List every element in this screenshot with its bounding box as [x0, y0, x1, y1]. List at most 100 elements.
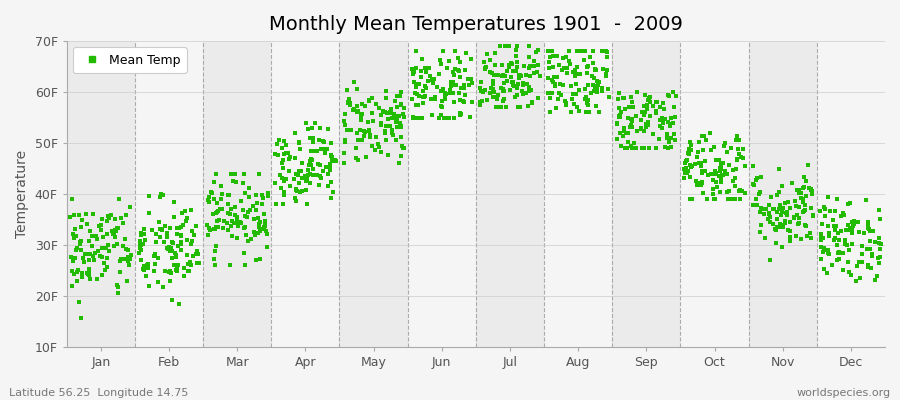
Point: [109, 228, 123, 234]
Point: [134, 247, 148, 254]
Point: [451, 54, 465, 61]
Point: [249, 192, 264, 198]
Point: [406, 71, 420, 77]
Point: [508, 68, 523, 74]
Point: [584, 90, 598, 96]
Point: [861, 264, 876, 270]
Point: [365, 117, 380, 124]
Point: [409, 65, 423, 71]
Point: [831, 230, 845, 237]
Point: [818, 212, 832, 219]
Point: [222, 211, 237, 217]
Point: [346, 105, 361, 112]
Point: [510, 104, 525, 110]
Point: [698, 158, 712, 164]
Point: [175, 233, 189, 239]
Point: [726, 167, 741, 174]
Point: [551, 95, 565, 102]
Point: [625, 124, 639, 130]
Point: [74, 238, 88, 244]
Point: [202, 194, 217, 200]
Point: [821, 250, 835, 256]
Point: [860, 246, 875, 252]
Point: [834, 212, 849, 219]
Point: [200, 222, 214, 228]
Point: [555, 67, 570, 73]
Point: [576, 48, 590, 54]
Point: [390, 93, 404, 99]
Point: [165, 239, 179, 245]
Point: [312, 162, 327, 168]
Point: [416, 94, 430, 100]
Point: [527, 58, 542, 64]
Point: [797, 207, 812, 213]
Point: [824, 208, 838, 214]
Point: [569, 81, 583, 88]
Point: [230, 234, 244, 241]
Point: [669, 93, 683, 99]
Point: [380, 110, 394, 116]
Point: [160, 244, 175, 251]
Point: [639, 123, 653, 130]
Point: [732, 188, 746, 194]
Point: [590, 89, 605, 95]
Point: [586, 48, 600, 54]
Point: [171, 262, 185, 268]
Point: [292, 168, 306, 174]
Point: [204, 189, 219, 195]
Point: [842, 225, 857, 231]
Point: [492, 104, 507, 110]
Point: [288, 195, 302, 201]
Point: [323, 164, 338, 170]
Point: [685, 196, 699, 202]
Point: [750, 202, 764, 209]
Point: [488, 62, 502, 68]
Point: [121, 247, 135, 253]
Point: [643, 94, 657, 100]
Point: [716, 160, 730, 166]
Point: [648, 98, 662, 105]
Point: [313, 173, 328, 179]
Point: [556, 82, 571, 88]
Point: [852, 275, 867, 281]
Point: [626, 116, 640, 122]
Point: [320, 146, 334, 152]
Point: [409, 48, 423, 54]
Point: [225, 233, 239, 239]
Point: [501, 61, 516, 68]
Point: [574, 48, 589, 54]
Point: [119, 246, 133, 252]
Point: [252, 218, 266, 225]
Point: [292, 140, 306, 147]
Point: [658, 115, 672, 122]
Point: [260, 190, 274, 196]
Point: [494, 104, 508, 110]
Point: [792, 204, 806, 210]
Point: [292, 146, 307, 152]
Point: [572, 48, 587, 54]
Point: [828, 227, 842, 234]
Point: [486, 81, 500, 88]
Point: [354, 112, 368, 119]
Point: [257, 218, 272, 224]
Point: [763, 257, 778, 264]
Point: [696, 190, 710, 196]
Point: [102, 214, 116, 221]
Point: [390, 116, 404, 122]
Point: [464, 56, 478, 62]
Point: [868, 277, 883, 283]
Point: [210, 224, 224, 230]
Point: [703, 130, 717, 136]
Point: [338, 137, 352, 144]
Point: [180, 214, 194, 221]
Point: [783, 238, 797, 244]
Point: [211, 208, 225, 214]
Point: [782, 234, 796, 240]
Point: [213, 183, 228, 189]
Point: [816, 266, 831, 272]
Point: [762, 219, 777, 225]
Point: [550, 74, 564, 80]
Point: [282, 168, 296, 174]
Point: [220, 200, 235, 207]
Point: [152, 219, 166, 225]
